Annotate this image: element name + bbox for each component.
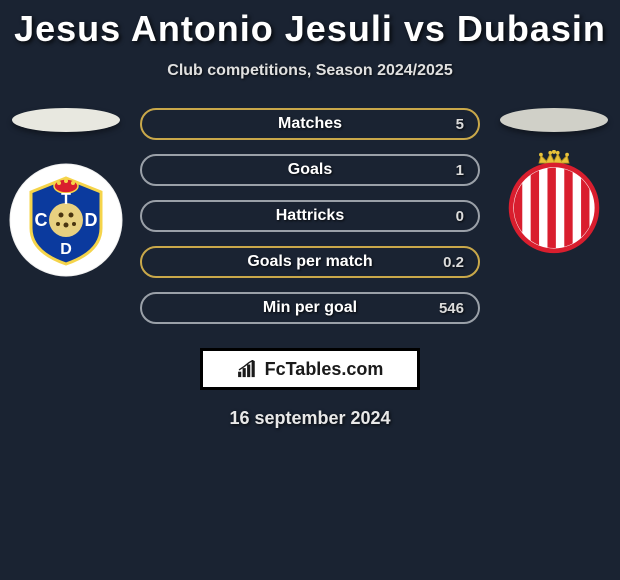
stat-label: Min per goal	[263, 299, 357, 317]
team-left-badge: C D T D	[6, 160, 126, 280]
stat-row: Min per goal 546	[140, 292, 480, 324]
team-right-ellipse	[500, 108, 608, 132]
svg-text:D: D	[60, 241, 72, 258]
stat-value: 1	[456, 162, 464, 179]
svg-text:C: C	[35, 210, 48, 230]
date-label: 16 september 2024	[0, 408, 620, 429]
stat-label: Goals per match	[247, 253, 372, 271]
stat-value: 546	[439, 300, 464, 317]
content-row: C D T D Matches 5 Goals 1 Hattricks 0 Goals pe…	[0, 108, 620, 324]
stat-label: Goals	[288, 161, 332, 179]
stats-column: Matches 5 Goals 1 Hattricks 0 Goals per match 0…	[140, 108, 480, 324]
brand-label: FcTables.com	[265, 359, 384, 380]
chart-bars-icon	[237, 360, 259, 378]
team-left-ellipse	[12, 108, 120, 132]
team-right-column	[494, 108, 614, 266]
stat-value: 0.2	[443, 254, 464, 271]
brand-box[interactable]: FcTables.com	[200, 348, 420, 390]
stat-row: Hattricks 0	[140, 200, 480, 232]
stat-value: 5	[456, 116, 464, 133]
stat-label: Matches	[278, 115, 342, 133]
stat-row: Goals 1	[140, 154, 480, 186]
stat-value: 0	[456, 208, 464, 225]
team-right-badge	[494, 146, 614, 266]
svg-text:T: T	[61, 191, 71, 208]
page-title: Jesus Antonio Jesuli vs Dubasin	[0, 0, 620, 50]
stat-row: Matches 5	[140, 108, 480, 140]
subtitle: Club competitions, Season 2024/2025	[0, 62, 620, 80]
stat-row: Goals per match 0.2	[140, 246, 480, 278]
stat-label: Hattricks	[276, 207, 344, 225]
svg-text:D: D	[85, 210, 98, 230]
team-left-column: C D T D	[6, 108, 126, 280]
